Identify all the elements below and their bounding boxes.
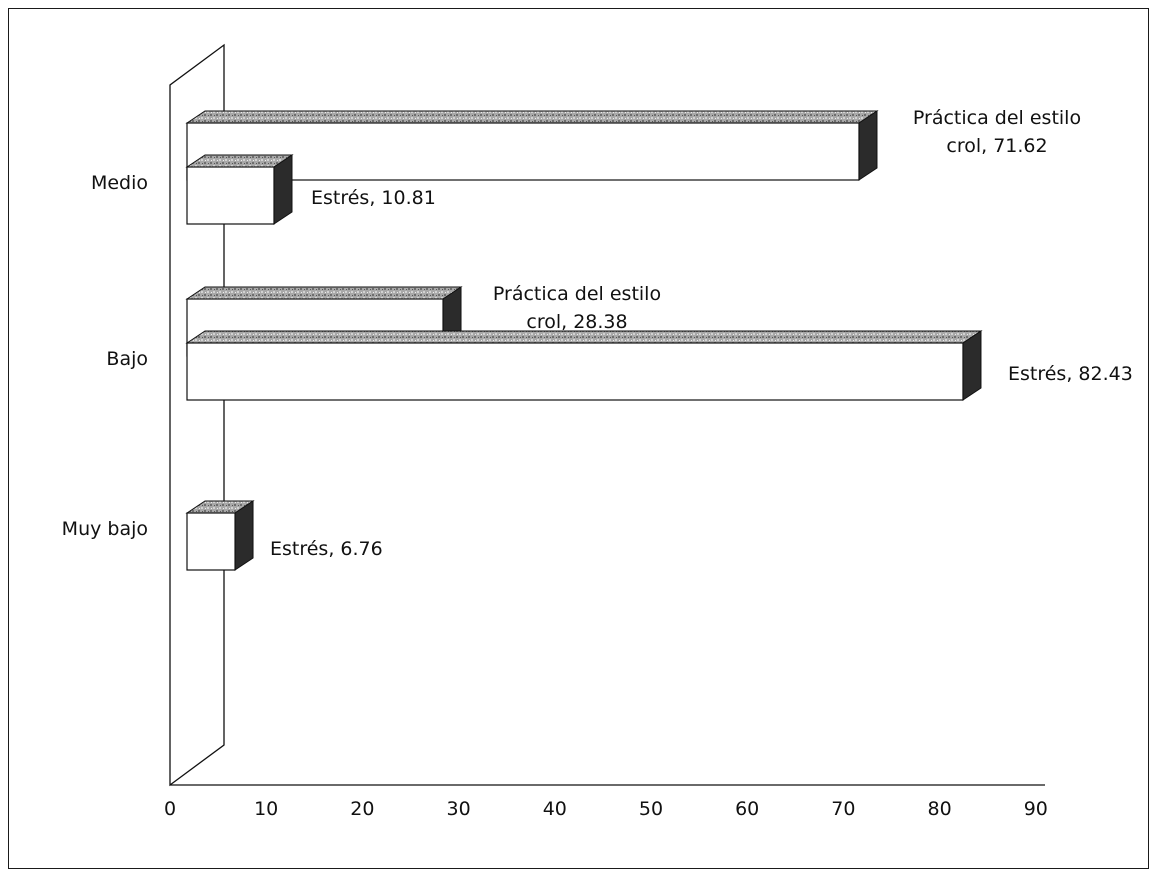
data-label: Estrés, 10.81 — [311, 187, 436, 209]
x-tick-label: 40 — [543, 798, 567, 820]
data-label: Estrés, 6.76 — [270, 538, 383, 560]
data-label-line: Práctica del estilo — [913, 107, 1081, 129]
x-tick-label: 60 — [735, 798, 759, 820]
x-tick-label: 10 — [254, 798, 278, 820]
data-label-line: crol, 71.62 — [946, 135, 1047, 157]
chart-frame — [8, 8, 1149, 869]
data-label: Práctica del estilo crol, 28.38 — [493, 283, 661, 333]
x-tick-label: 90 — [1024, 798, 1048, 820]
y-category-label: Medio — [91, 172, 148, 194]
data-label-line: Estrés, 82.43 — [1008, 363, 1133, 385]
x-tick-label: 70 — [831, 798, 855, 820]
x-tick-label: 20 — [350, 798, 374, 820]
bar-estres-medio — [185, 154, 294, 225]
bar-practica-medio — [185, 110, 879, 181]
back-wall — [169, 43, 225, 787]
data-label: Práctica del estilo crol, 71.62 — [913, 107, 1081, 157]
y-category-label: Muy bajo — [62, 518, 148, 540]
x-tick-label: 0 — [164, 798, 176, 820]
bar-estres-muy-bajo — [185, 500, 255, 571]
bar-estres-bajo — [185, 330, 983, 401]
x-tick-label: 50 — [639, 798, 663, 820]
data-label-line: crol, 28.38 — [526, 311, 627, 333]
x-tick-label: 80 — [928, 798, 952, 820]
data-label: Estrés, 82.43 — [1008, 363, 1133, 385]
y-category-label: Bajo — [106, 348, 148, 370]
x-tick-label: 30 — [447, 798, 471, 820]
data-label-line: Estrés, 10.81 — [311, 187, 436, 209]
data-label-line: Estrés, 6.76 — [270, 538, 383, 560]
data-label-line: Práctica del estilo — [493, 283, 661, 305]
